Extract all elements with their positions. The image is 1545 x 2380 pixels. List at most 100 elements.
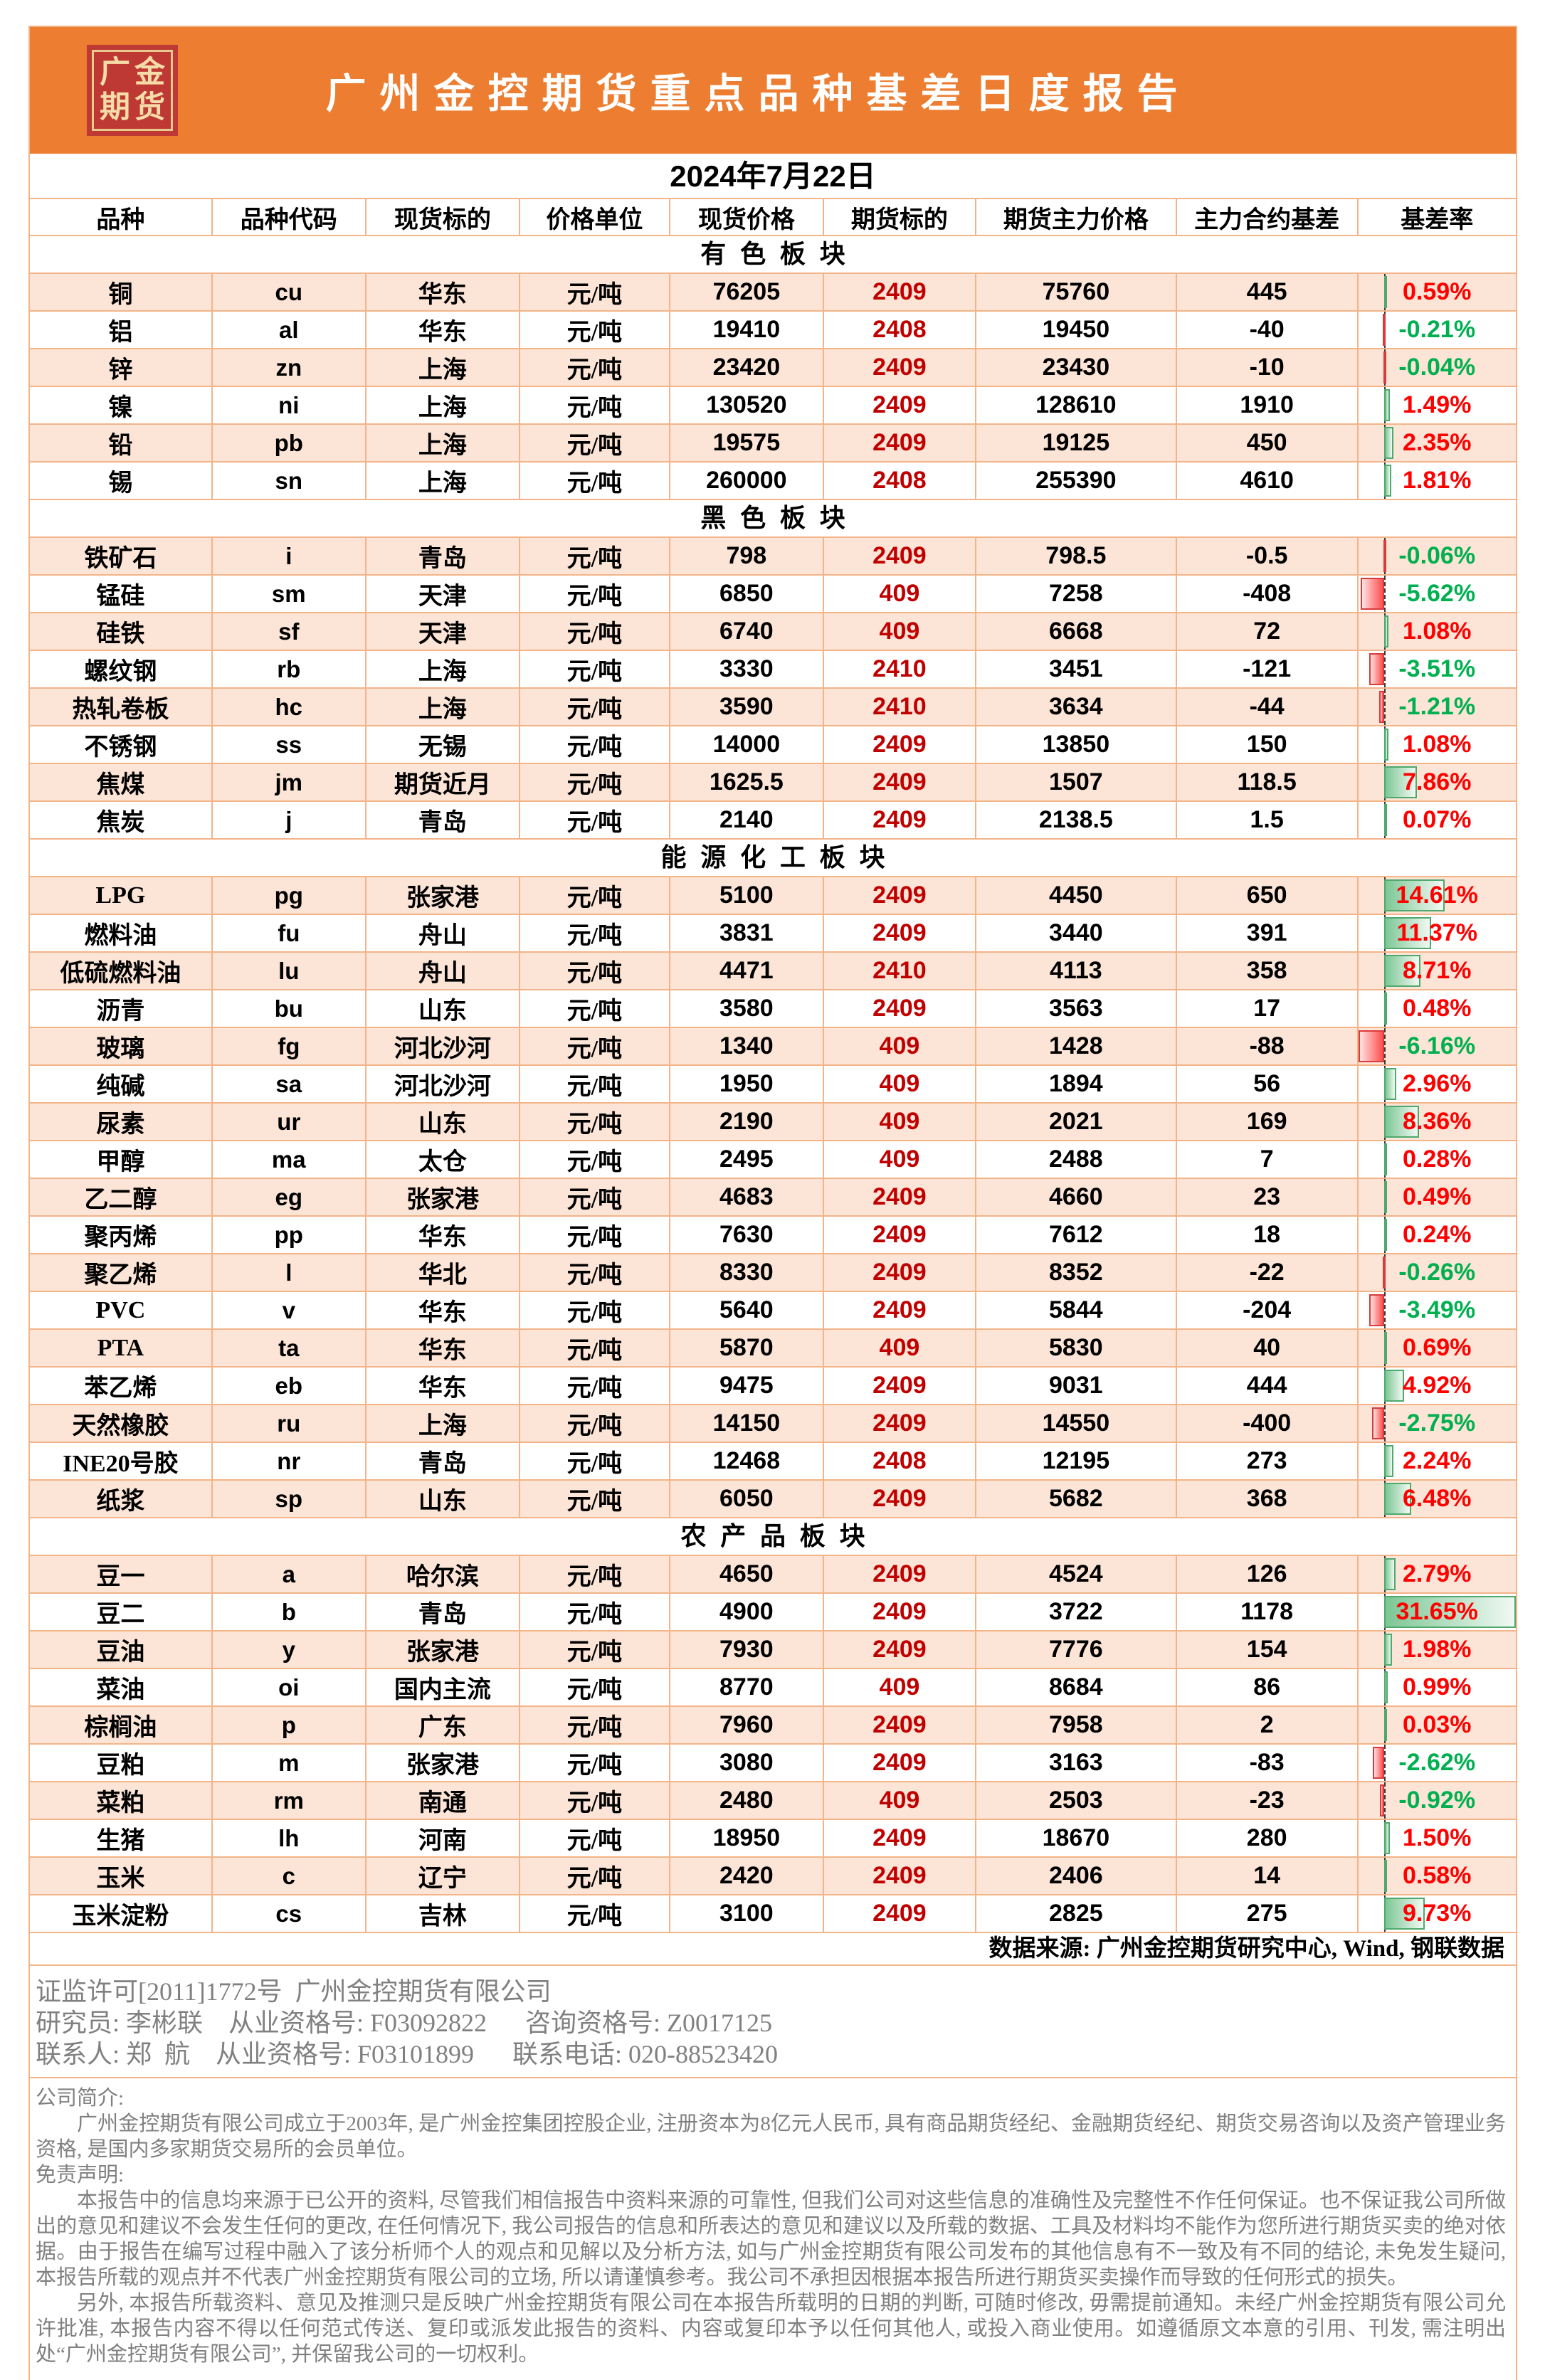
basis-rate-bar — [1373, 1747, 1384, 1779]
variety-cell: 菜油 — [96, 1677, 145, 1703]
spot-price-cell: 2495 — [668, 1141, 823, 1178]
table-row: 镍 ni 上海 元/吨 130520 2409 128610 1910 1.49% — [30, 387, 1516, 425]
table-row: 玉米 c 辽宁 元/吨 2420 2409 2406 14 0.58% — [30, 1858, 1516, 1895]
basis-cell: -88 — [1175, 1028, 1357, 1064]
variety-code-cell: hc — [211, 689, 365, 725]
futures-contract-cell: 2409 — [822, 1481, 975, 1517]
futures-contract-cell: 409 — [822, 1028, 975, 1064]
variety-code-cell: lu — [211, 953, 365, 989]
variety-code-cell: fg — [211, 1028, 365, 1064]
basis-rate-cell: 0.99% — [1356, 1669, 1516, 1705]
variety-cell: 玉米 — [96, 1866, 145, 1892]
variety-code-cell: nr — [211, 1443, 365, 1479]
basis-rate-cell: 0.69% — [1356, 1330, 1516, 1366]
basis-rate-bar — [1383, 804, 1387, 836]
variety-cell: 焦炭 — [96, 810, 145, 836]
spot-target-cell: 上海 — [364, 1405, 519, 1442]
basis-rate-cell: 1.50% — [1356, 1820, 1516, 1856]
variety-code-cell: rm — [211, 1782, 365, 1819]
futures-contract-cell: 2409 — [822, 1179, 975, 1215]
variety-cell: 螺纹钢 — [84, 659, 157, 685]
basis-rate-cell: 0.49% — [1356, 1179, 1516, 1215]
variety-code-cell: i — [211, 538, 365, 574]
contact-line: 联系人: 郑 航 从业资格号: F03101899 联系电话: 020-8852… — [36, 2040, 779, 2068]
spot-price-cell: 130520 — [668, 387, 823, 423]
futures-price-cell: 19125 — [974, 425, 1176, 461]
basis-rate-bar — [1383, 955, 1420, 987]
basis-rate-bar — [1383, 1332, 1387, 1364]
spot-price-cell: 3580 — [668, 990, 823, 1027]
price-unit-cell: 元/吨 — [518, 1745, 669, 1781]
basis-rate-cell: 2.96% — [1356, 1066, 1516, 1102]
spot-price-cell: 1340 — [668, 1028, 823, 1064]
spot-target-cell: 华北 — [364, 1254, 519, 1291]
basis-rate-cell: -0.04% — [1356, 349, 1516, 386]
futures-price-cell: 7612 — [974, 1217, 1176, 1253]
spot-price-cell: 76205 — [668, 274, 823, 310]
basis-rate-bar — [1383, 1634, 1393, 1666]
futures-price-cell: 3722 — [974, 1594, 1176, 1630]
basis-rate-bar — [1383, 879, 1445, 911]
variety-cell: 苯乙烯 — [84, 1375, 157, 1402]
basis-rate-axis — [1383, 576, 1386, 612]
basis-cell: 358 — [1175, 953, 1357, 989]
futures-contract-cell: 2409 — [822, 802, 975, 838]
variety-cell: 热轧卷板 — [72, 697, 169, 723]
table-body: 有色板块铜 cu 华东 元/吨 76205 2409 75760 445 0.59% 铝 al 华东元… — [30, 236, 1516, 1933]
futures-contract-cell: 2409 — [822, 1556, 975, 1592]
basis-cell: 154 — [1175, 1631, 1357, 1668]
table-row: 豆粕 m 张家港 元/吨 3080 2409 3163 -83 -2.62% — [30, 1745, 1516, 1782]
basis-rate-value: 31.65% — [1396, 1598, 1478, 1625]
basis-rate-bar — [1383, 276, 1387, 308]
variety-cell: LPG — [95, 882, 146, 909]
variety-code-cell: sf — [211, 613, 365, 650]
basis-rate-value: 4.92% — [1403, 1372, 1472, 1399]
variety-code-cell: pp — [211, 1217, 365, 1253]
spot-target-cell: 上海 — [364, 462, 519, 499]
variety-code-cell: p — [211, 1707, 365, 1743]
basis-rate-cell: 0.07% — [1356, 802, 1516, 838]
futures-price-cell: 1507 — [974, 764, 1176, 800]
basis-rate-bar — [1369, 1294, 1384, 1326]
basis-cell: 169 — [1175, 1104, 1357, 1140]
basis-rate-cell: -3.49% — [1356, 1292, 1516, 1328]
futures-contract-cell: 2409 — [822, 1217, 975, 1253]
variety-cell: 锰硅 — [96, 583, 145, 610]
basis-cell: -408 — [1175, 576, 1357, 612]
table-row: 硅铁 sf 天津 元/吨 6740 409 6668 72 1.08% — [30, 613, 1516, 651]
price-unit-cell: 元/吨 — [518, 1782, 669, 1819]
spot-price-cell: 260000 — [668, 462, 823, 499]
price-unit-cell: 元/吨 — [518, 1443, 669, 1479]
futures-contract-cell: 2409 — [822, 1745, 975, 1781]
basis-rate-cell: 8.71% — [1356, 953, 1516, 989]
spot-target-cell: 上海 — [364, 689, 519, 725]
spot-price-cell: 7630 — [668, 1217, 823, 1253]
basis-rate-cell: 1.08% — [1356, 613, 1516, 650]
futures-contract-cell: 2409 — [822, 425, 975, 461]
column-header-basis-rate: 基差率 — [1356, 199, 1516, 235]
basis-rate-value: -0.26% — [1398, 1259, 1476, 1286]
basis-rate-value: -0.04% — [1398, 354, 1476, 381]
basis-rate-cell: 0.58% — [1356, 1858, 1516, 1894]
company-intro-text: 广州金控期货有限公司成立于2003年, 是广州金控集团控股企业, 注册资本为8亿… — [36, 2112, 1506, 2161]
variety-code-cell: al — [211, 312, 365, 348]
spot-price-cell: 8330 — [668, 1254, 823, 1291]
basis-rate-bar — [1383, 1596, 1516, 1628]
price-unit-cell: 元/吨 — [518, 915, 669, 951]
futures-contract-cell: 2409 — [822, 1405, 975, 1442]
price-unit-cell: 元/吨 — [518, 1179, 669, 1215]
variety-code-cell: m — [211, 1745, 365, 1781]
table-row: 玻璃 fg 河北沙河 元/吨 1340 409 1428 -88 -6.16% — [30, 1028, 1516, 1066]
spot-target-cell: 舟山 — [364, 953, 519, 989]
spot-target-cell: 山东 — [364, 1481, 519, 1517]
basis-rate-cell: 1.49% — [1356, 387, 1516, 423]
spot-price-cell: 798 — [668, 538, 823, 574]
basis-rate-cell: 9.73% — [1356, 1895, 1516, 1932]
section-header-ferrous: 黑色板块 — [30, 500, 1516, 538]
company-logo-inner: 广金 期货 — [92, 50, 173, 131]
futures-contract-cell: 2409 — [822, 1707, 975, 1743]
futures-price-cell: 1894 — [974, 1066, 1176, 1102]
basis-cell: 368 — [1175, 1481, 1357, 1517]
futures-price-cell: 255390 — [974, 462, 1176, 499]
